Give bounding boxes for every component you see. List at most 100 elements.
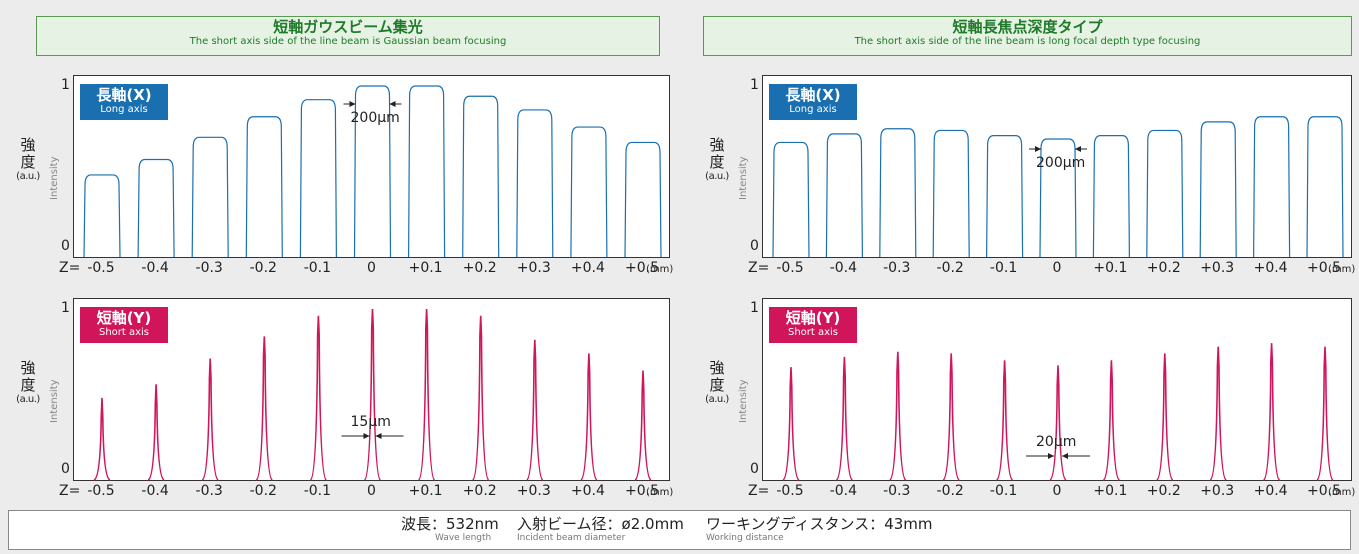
right-long-xtick-9: +0.4: [1253, 260, 1288, 276]
right-long-ylabel: 強度 (a.u.): [702, 137, 732, 183]
left-long-profile-8: [516, 109, 554, 258]
ylabel-char-2: 度: [709, 153, 725, 171]
right-short-profile-7: [1156, 353, 1174, 481]
left-long-profile-3: [245, 116, 283, 258]
ylabel-char-1: 強: [20, 136, 36, 154]
left-short-xtick-9: +0.4: [570, 483, 605, 499]
beam-diameter-label: 入射ビーム径：ø2.0mm: [517, 515, 684, 533]
badge-label: 短軸(Y): [96, 309, 152, 327]
left-short-xtick-10: +0.5: [625, 483, 659, 499]
left-short-xtick-7: +0.2: [462, 483, 497, 499]
right-short-ytick-0: 0: [750, 461, 759, 477]
left-short-ylabel: 強度 (a.u.): [13, 359, 43, 406]
right-long-xtick-5: 0: [1052, 260, 1062, 276]
left-long-xtick-5: 0: [367, 260, 376, 276]
right-long-ytick-0: 0: [750, 238, 759, 254]
right-short-ylabel-en: Intensity: [738, 379, 749, 423]
right-short-profile-9: [1263, 343, 1281, 481]
right-short-xtick-0: -0.5: [776, 483, 804, 499]
right-long-xtick-6: +0.1: [1093, 260, 1128, 276]
left-short-ylabel-en: Intensity: [49, 379, 60, 423]
right-long-width-arrow: [1029, 146, 1087, 153]
right-short-profile-3: [942, 353, 960, 481]
ylabel-char-2: 度: [709, 376, 725, 394]
left-short-profile-2: [201, 358, 219, 481]
left-short-xtick-3: -0.2: [249, 483, 277, 499]
left-short-ytick-1: 1: [61, 300, 70, 316]
left-short-profile-9: [580, 353, 598, 481]
left-long-x-unit: (mm): [646, 264, 674, 275]
right-short-xtick-2: -0.3: [883, 483, 911, 499]
right-short-svg: [782, 343, 1334, 481]
working-distance-spec: ワーキングディスタンス：43mm Working distance: [706, 515, 933, 543]
left-long-xtick-7: +0.2: [462, 260, 497, 276]
left-short-profile-8: [526, 339, 544, 481]
left-short-profile-4: [309, 315, 327, 481]
left-short-xtick-2: -0.3: [195, 483, 223, 499]
right-short-xtick-10: +0.5: [1307, 483, 1341, 499]
left-long-xtick-4: -0.1: [303, 260, 332, 276]
wavelength-label: 波長：532nm: [401, 515, 499, 533]
right-short-profile-4: [996, 360, 1014, 481]
badge-label-en: Short axis: [787, 327, 839, 338]
left-short-svg: [93, 308, 652, 481]
right-long-profile-6: [1092, 134, 1130, 258]
ylabel-char-1: 強: [20, 359, 36, 377]
ylabel-unit: (a.u.): [705, 171, 729, 182]
right-long-profile-5: [1039, 138, 1077, 258]
left-long-xtick-10: +0.5: [625, 260, 659, 276]
working-distance-label: ワーキングディスタンス：43mm: [706, 515, 933, 533]
left-short-profile-7: [472, 315, 490, 481]
wavelength-spec: 波長：532nm Wave length: [401, 515, 499, 543]
left-long-axis-badge: 長軸(X) Long axis: [80, 84, 168, 120]
right-short-xtick-4: -0.1: [989, 483, 1018, 499]
right-long-x-unit: (mm): [1328, 264, 1356, 275]
left-long-ytick-0: 0: [61, 238, 70, 254]
badge-label: 長軸(X): [785, 86, 841, 104]
right-panel-title: 短軸長焦点深度タイプ: [952, 18, 1103, 36]
right-short-profile-8: [1209, 346, 1227, 481]
left-long-xtick-9: +0.4: [570, 260, 605, 276]
spec-footer: 波長：532nm Wave length 入射ビーム径：ø2.0mm Incid…: [8, 510, 1351, 550]
left-short-plot: 15μm 短軸(Y) Short axis: [73, 298, 670, 481]
right-short-xtick-3: -0.2: [936, 483, 964, 499]
right-short-profile-2: [889, 351, 907, 481]
left-long-profile-1: [137, 158, 175, 258]
right-short-profile-10: [1316, 346, 1334, 481]
left-short-width-arrow: [341, 433, 404, 439]
left-short-xtick-1: -0.4: [141, 483, 169, 499]
ylabel-char-2: 度: [20, 376, 36, 394]
right-short-x-prefix: Z=: [748, 483, 770, 499]
right-short-profile-5: [1049, 365, 1067, 481]
right-long-ylabel-en: Intensity: [738, 156, 749, 200]
left-panel-header: 短軸ガウスビーム集光 The short axis side of the li…: [36, 16, 660, 56]
right-long-svg: [772, 116, 1344, 258]
left-short-ytick-0: 0: [61, 461, 70, 477]
badge-label-en: Long axis: [789, 104, 837, 115]
left-long-profile-5: [353, 85, 392, 258]
right-long-xtick-3: -0.2: [936, 260, 964, 276]
badge-label: 短軸(Y): [785, 309, 841, 327]
left-long-plot: 200μm 長軸(X) Long axis: [73, 75, 670, 258]
right-short-profile-1: [835, 356, 853, 481]
left-long-profile-0: [83, 174, 121, 258]
right-short-profile-0: [782, 367, 800, 481]
right-short-plot: 20μm 短軸(Y) Short axis: [762, 298, 1352, 481]
left-long-ylabel: 強度 (a.u.): [13, 136, 43, 183]
left-short-axis-badge: 短軸(Y) Short axis: [80, 307, 168, 343]
badge-label-en: Short axis: [98, 327, 150, 338]
left-long-profile-10: [624, 141, 662, 258]
left-long-xtick-3: -0.2: [249, 260, 277, 276]
right-long-profile-0: [772, 141, 810, 258]
left-long-x-prefix: Z=: [59, 260, 81, 276]
left-short-profile-3: [255, 336, 273, 481]
right-long-width-label: 200μm: [1036, 155, 1086, 171]
right-long-profile-1: [825, 133, 863, 258]
right-short-width-label: 20μm: [1036, 434, 1077, 450]
right-long-xtick-10: +0.5: [1307, 260, 1341, 276]
left-long-xtick-0: -0.5: [87, 260, 115, 276]
left-long-xtick-6: +0.1: [408, 260, 443, 276]
right-long-profile-9: [1253, 116, 1291, 258]
right-short-x-unit: (mm): [1328, 487, 1356, 498]
right-long-profile-7: [1146, 129, 1184, 258]
